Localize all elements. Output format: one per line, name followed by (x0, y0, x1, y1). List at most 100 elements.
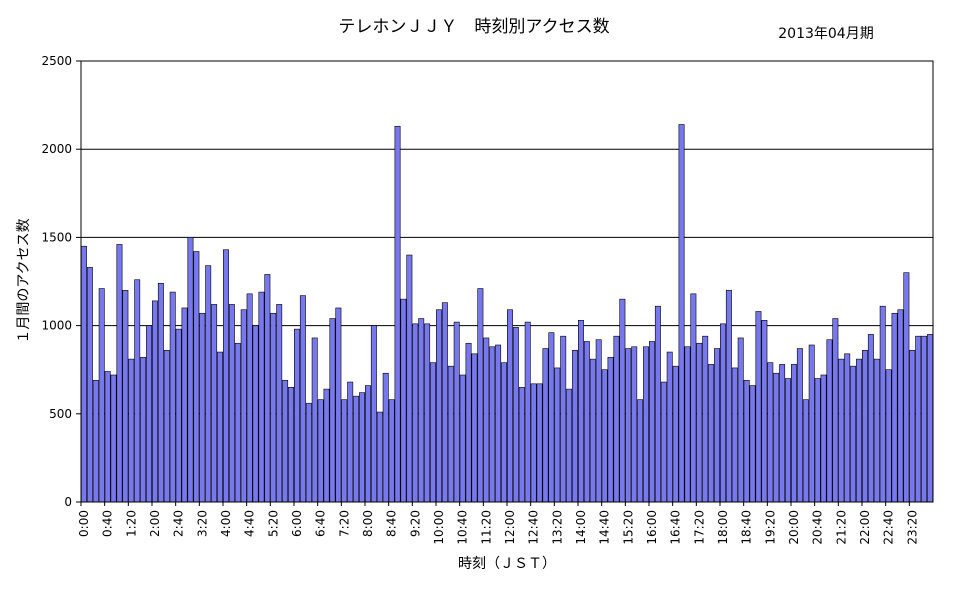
bar (560, 335, 567, 503)
bar (217, 351, 223, 503)
x-tick-label: 6:00 (290, 510, 304, 537)
x-tick-label: 14:00 (574, 510, 588, 545)
x-tick-label: 16:40 (669, 510, 683, 545)
bar (654, 305, 661, 503)
bar (690, 293, 697, 503)
bar (211, 304, 218, 503)
bar (660, 381, 667, 503)
bar (737, 337, 744, 503)
x-tick-label: 14:40 (598, 510, 612, 545)
bar (696, 342, 703, 503)
bar (128, 358, 135, 503)
bar (305, 402, 312, 503)
bar (86, 267, 93, 503)
bar (820, 374, 827, 503)
x-tick-label: 9:20 (408, 510, 422, 537)
bar (394, 125, 401, 503)
bar (512, 327, 519, 503)
bar (199, 312, 206, 503)
bar (234, 342, 241, 503)
y-axis-ticks: 0 500 1000 1500 2000 2500 (41, 54, 81, 509)
x-tick-label: 12:00 (503, 510, 517, 545)
bar (116, 244, 123, 503)
bar (637, 399, 644, 503)
bar (187, 237, 194, 503)
bar (246, 293, 253, 503)
bar (643, 346, 650, 503)
bar (465, 342, 472, 503)
bar (790, 364, 797, 503)
bar (779, 364, 786, 503)
bar (808, 344, 815, 503)
x-tick-label: 23:20 (905, 510, 919, 545)
bar (205, 265, 212, 503)
x-axis-ticks: 0:00 0:40 1:20 2:00 2:40 3:20 4:00 4:40 5:20 6:00… (77, 502, 919, 545)
bar (370, 325, 377, 503)
bar (861, 349, 868, 503)
x-tick-label: 1:20 (124, 510, 138, 537)
bar (708, 364, 715, 503)
bar (714, 348, 721, 503)
bar (347, 381, 354, 503)
bar (802, 399, 809, 503)
x-tick-label: 3:20 (195, 510, 209, 537)
x-tick-label: 11:20 (479, 510, 493, 545)
bar (927, 334, 934, 503)
bar (181, 307, 188, 503)
bar (400, 298, 407, 503)
x-tick-label: 18:40 (740, 510, 754, 545)
y-tick-label: 500 (49, 407, 72, 421)
bar (169, 291, 176, 503)
x-tick-label: 2:40 (172, 510, 186, 537)
bar (459, 374, 466, 503)
bar (856, 358, 863, 503)
bar (832, 318, 839, 503)
bar (631, 346, 638, 503)
bar (755, 311, 762, 503)
bar (477, 288, 484, 503)
bar (311, 337, 318, 503)
x-tick-label: 4:00 (219, 510, 233, 537)
bar (577, 320, 584, 503)
x-tick-label: 2:00 (148, 510, 162, 537)
bar (583, 341, 590, 503)
bar (92, 379, 99, 503)
x-tick-label: 10:40 (456, 510, 470, 545)
bar (122, 290, 129, 503)
x-tick-label: 13:20 (550, 510, 564, 545)
bar (228, 304, 235, 503)
bar (335, 307, 342, 503)
bar (785, 378, 792, 503)
bar (193, 251, 200, 503)
bar (684, 346, 691, 503)
bar (110, 374, 117, 503)
bar (489, 346, 496, 503)
bar (773, 372, 780, 503)
x-tick-label: 20:40 (811, 510, 825, 545)
x-tick-label: 22:40 (882, 510, 896, 545)
bar (566, 388, 573, 503)
bar (364, 385, 371, 503)
bar (867, 334, 874, 503)
bar (743, 379, 750, 503)
bar (412, 323, 419, 503)
bar (359, 392, 365, 503)
bar (293, 328, 300, 503)
bar (672, 365, 679, 503)
bar (873, 358, 880, 503)
x-tick-label: 4:40 (243, 510, 257, 537)
bar (506, 309, 513, 503)
x-tick-label: 18:00 (716, 510, 730, 545)
bar (264, 274, 271, 503)
bar (666, 351, 673, 503)
bar (418, 318, 425, 503)
bar (471, 353, 478, 503)
bar (353, 395, 360, 503)
bar (844, 353, 851, 503)
period-label: 2013年04月期 (778, 26, 873, 42)
x-tick-label: 0:00 (77, 510, 91, 537)
y-tick-label: 2000 (41, 142, 72, 156)
bar (258, 291, 265, 503)
bar (424, 323, 431, 503)
